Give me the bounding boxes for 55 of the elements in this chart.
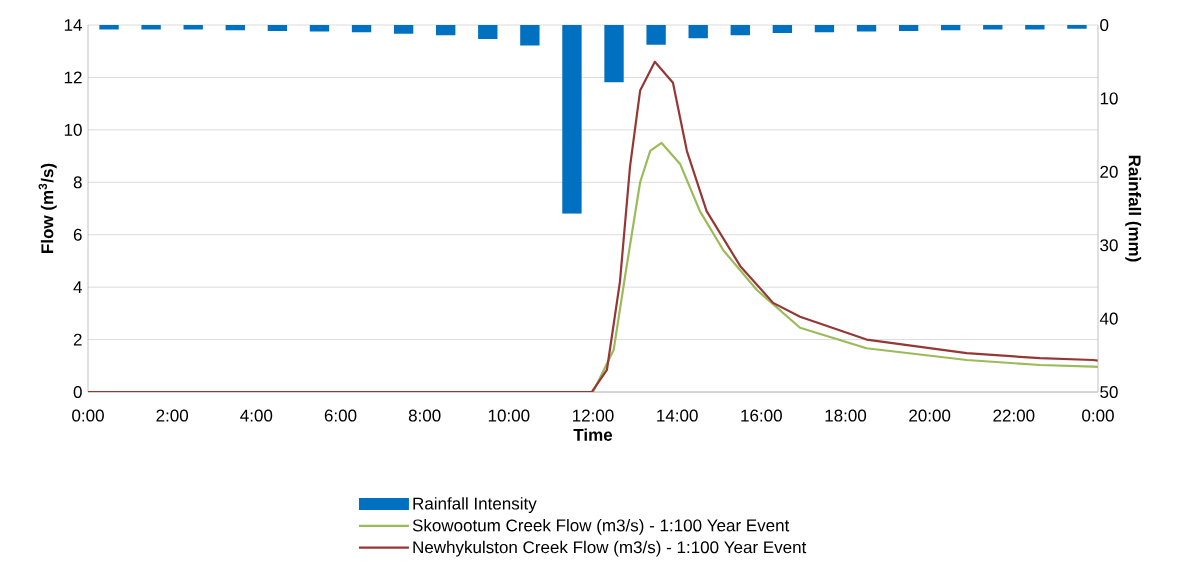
bar [1067, 25, 1087, 29]
x-tick-label: 18:00 [825, 409, 867, 422]
x-tick-label: 12:00 [573, 409, 614, 422]
y-tick-label: 0 [73, 385, 82, 399]
x-tick-label: 6:00 [324, 409, 357, 422]
x-tick-label: 16:00 [741, 409, 782, 422]
y2-tick-label: 50 [1100, 385, 1118, 399]
bar [393, 25, 414, 34]
bar [814, 25, 835, 33]
y-tick-label: 2 [73, 333, 82, 346]
x-tick-label: 0:00 [72, 409, 104, 422]
y2-tick-label: 10 [1100, 92, 1118, 105]
x-tick-label: 22:00 [993, 409, 1035, 422]
bar [772, 25, 793, 34]
x-tick-label: 2:00 [156, 409, 189, 422]
bar [1025, 25, 1045, 30]
bar [646, 25, 666, 45]
y-axis-title: Flow (m$^{3}$/s) [38, 163, 57, 253]
y2-tick-label: 30 [1100, 239, 1118, 252]
x-tick-label: 4:00 [240, 409, 273, 422]
bar [604, 25, 624, 83]
y-tick-label: 10 [64, 123, 82, 136]
bar [562, 25, 582, 214]
bar [898, 25, 919, 31]
bar [856, 25, 877, 32]
y-tick-label: 12 [64, 71, 82, 84]
x-tick-label: 20:00 [909, 409, 951, 422]
bar [225, 25, 245, 31]
bar [351, 25, 372, 33]
y-tick-label: 8 [73, 176, 82, 189]
bar [478, 25, 498, 39]
x-tick-label: 8:00 [408, 409, 441, 422]
y2-axis-title: Rainfall (mm) [1125, 155, 1142, 262]
legend-label: Rainfall Intensity [413, 497, 537, 513]
bar [688, 25, 708, 39]
y2-tick-label: 40 [1099, 312, 1118, 325]
bar [99, 25, 119, 30]
x-tick-label: 0:00 [1082, 409, 1114, 422]
y2-tick-label: 0 [1100, 18, 1109, 32]
x-tick-label: 14:00 [657, 409, 698, 422]
y-tick-label: 4 [73, 281, 82, 293]
bar [941, 25, 961, 31]
x-tick-label: 10:00 [488, 409, 530, 422]
x-axis-title: Time [573, 428, 613, 441]
y2-tick-label: 20 [1100, 165, 1118, 178]
y-tick-label: 6 [73, 228, 82, 241]
bar [730, 25, 750, 36]
legend-label: Newhykulston Creek Flow (m3/s) - 1:100 Year Event [413, 540, 807, 557]
bar [436, 25, 456, 36]
bar [141, 25, 161, 30]
bar [267, 25, 288, 31]
y-tick-label: 14 [64, 19, 82, 31]
bar [309, 25, 330, 32]
legend-label: Skowootum Creek Flow (m3/s) - 1:100 Year Event [412, 518, 790, 535]
bar [520, 25, 540, 46]
